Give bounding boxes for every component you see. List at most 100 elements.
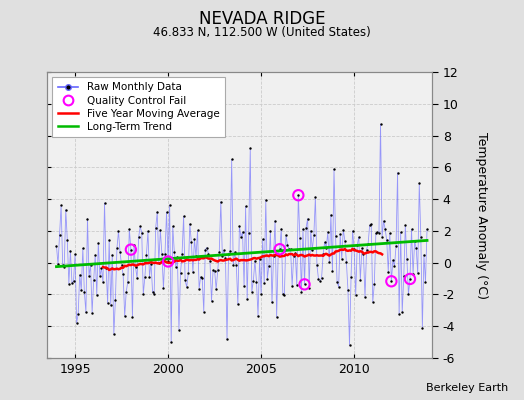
Point	[328, 268, 336, 274]
Point	[352, 292, 360, 298]
Point	[390, 263, 399, 269]
Point	[316, 278, 324, 284]
Point	[72, 320, 81, 326]
Point	[249, 277, 258, 284]
Text: 46.833 N, 112.500 W (United States): 46.833 N, 112.500 W (United States)	[153, 26, 371, 39]
Point	[311, 194, 320, 200]
Point	[235, 223, 244, 229]
Point	[114, 228, 123, 234]
Point	[363, 246, 371, 253]
Point	[417, 234, 425, 240]
Point	[139, 291, 147, 298]
Point	[401, 222, 410, 228]
Point	[60, 264, 69, 270]
Point	[142, 252, 150, 258]
Text: NEVADA RIDGE: NEVADA RIDGE	[199, 10, 325, 28]
Point	[263, 276, 271, 282]
Point	[319, 251, 328, 257]
Point	[132, 264, 140, 271]
Point	[59, 262, 67, 268]
Point	[224, 250, 233, 257]
Point	[83, 216, 92, 222]
Point	[106, 302, 115, 309]
Legend: Raw Monthly Data, Quality Control Fail, Five Year Moving Average, Long-Term Tren: Raw Monthly Data, Quality Control Fail, …	[52, 77, 225, 137]
Point	[122, 288, 130, 295]
Point	[305, 285, 313, 291]
Point	[127, 246, 135, 253]
Point	[105, 236, 113, 243]
Point	[125, 226, 134, 232]
Point	[169, 223, 177, 230]
Point	[285, 246, 293, 252]
Point	[252, 278, 260, 285]
Point	[189, 269, 197, 275]
Point	[167, 339, 176, 345]
Point	[276, 246, 284, 252]
Point	[409, 271, 417, 277]
Point	[342, 259, 351, 265]
Point	[170, 248, 179, 255]
Point	[119, 271, 127, 278]
Point	[68, 280, 76, 286]
Point	[344, 287, 352, 293]
Point	[325, 259, 334, 265]
Point	[192, 253, 200, 260]
Point	[147, 260, 155, 267]
Point	[243, 296, 252, 302]
Point	[193, 227, 202, 234]
Point	[190, 236, 199, 243]
Point	[184, 270, 192, 277]
Point	[353, 242, 362, 248]
Point	[130, 242, 138, 248]
Point	[155, 260, 163, 266]
Point	[150, 291, 158, 297]
Point	[103, 300, 112, 306]
Point	[269, 253, 278, 259]
Point	[121, 313, 129, 319]
Point	[79, 245, 87, 252]
Point	[326, 212, 335, 218]
Point	[372, 230, 380, 236]
Point	[237, 234, 245, 240]
Point	[376, 121, 385, 127]
Point	[261, 197, 270, 203]
Point	[196, 274, 205, 280]
Point	[97, 265, 106, 272]
Point	[375, 230, 383, 236]
Point	[271, 218, 279, 224]
Point	[221, 255, 230, 262]
Point	[280, 292, 289, 299]
Point	[128, 314, 137, 320]
Point	[402, 255, 411, 262]
Point	[86, 262, 95, 268]
Point	[96, 273, 104, 280]
Point	[364, 240, 373, 247]
Point	[254, 312, 262, 319]
Point	[216, 198, 225, 205]
Point	[226, 248, 234, 255]
Point	[158, 251, 166, 257]
Point	[164, 258, 172, 265]
Point	[291, 250, 299, 256]
Point	[413, 270, 422, 277]
Point	[321, 239, 329, 246]
Point	[410, 238, 419, 245]
Point	[322, 244, 331, 251]
Point	[365, 222, 374, 228]
Point	[54, 261, 62, 267]
Point	[57, 202, 66, 208]
Point	[127, 246, 135, 253]
Point	[113, 245, 121, 252]
Point	[62, 206, 70, 213]
Point	[392, 243, 400, 250]
Point	[283, 242, 292, 248]
Point	[144, 228, 152, 234]
Point	[268, 299, 276, 306]
Point	[272, 314, 281, 320]
Point	[240, 283, 248, 289]
Point	[418, 325, 427, 331]
Point	[133, 275, 141, 281]
Point	[350, 246, 358, 252]
Point	[307, 227, 315, 234]
Point	[56, 232, 64, 239]
